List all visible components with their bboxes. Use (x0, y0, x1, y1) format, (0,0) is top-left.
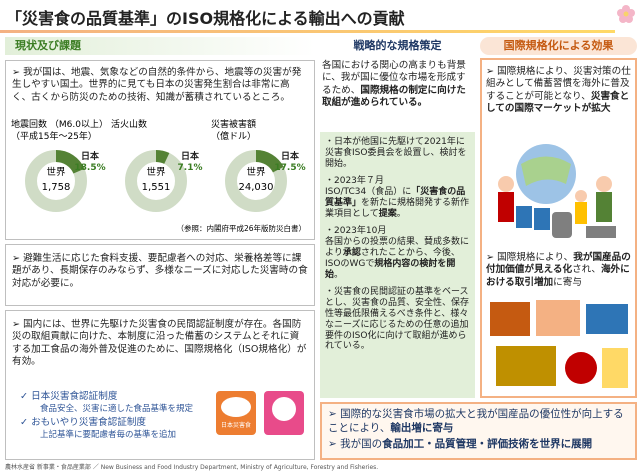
panel: ➢ 国際規格により、災害対策の仕組みとして備蓄習慣を海外に普及することが可能とな… (480, 58, 637, 398)
panel: ➢ 我が国は、地震、気象などの自然的条件から、地震等の災害が発生しやすい国土。世… (5, 60, 315, 240)
donut-center-value: 1,551 (142, 182, 171, 193)
section-heading: 国際規格化による効果 (480, 37, 637, 55)
text-run: ・災害食の民間認証の基準をベースとし、災害食の品質、安全性、保存性等最低限備える… (325, 286, 470, 352)
panel: ・日本が他国に先駆けて2021年に災害食ISO委員会を設置し、検討を開始。 ・20… (320, 132, 475, 398)
donut-ring (125, 150, 187, 212)
text-run: ・2023年10月 各国からの投票の結果、賛成多数により (325, 225, 470, 258)
text-run: ・2023年７月 ISO/TC34（食品）に (325, 175, 412, 197)
text-run: ・日本が他国に先駆けて2021年に災害食ISO委員会を設置し、検討を開始。 (325, 137, 467, 169)
emphasis: 国際規格の制定に向けた取組が進められている。 (322, 84, 466, 109)
donut-title: 地震回数 （M6.0以上） (11, 119, 108, 130)
share-value: 18.5% (74, 163, 105, 173)
share-label: 日本 (81, 150, 100, 162)
paragraph: ✓ 日本災害食認証制度 (20, 391, 118, 402)
paragraph: ➢ 国際規格により、災害対策の仕組みとして備蓄習慣を海外に普及することが可能とな… (486, 66, 633, 116)
text-run: され、 (572, 264, 601, 276)
donut-center-value: 1,758 (42, 182, 71, 193)
list-item: ・2023年10月 各国からの投票の結果、賛成多数により承認されたことから、今後… (325, 226, 470, 281)
share-label: 日本 (181, 150, 200, 162)
share-label: 日本 (281, 150, 300, 162)
paragraph: ➢ 避難生活に応じた食料支援、要配慮者への対応、栄養格差等に課題があり、長期保存… (12, 253, 308, 289)
donut-center-value: 24,030 (239, 182, 274, 193)
text-run: されたことから、今後、ISOのWGで (325, 247, 460, 269)
illustration (498, 144, 616, 238)
donut-center-label: 世界 (146, 166, 166, 178)
paragraph: 各国における関心の高まりも背景に、我が国に優位な市場を形成するため、国際規格の制… (322, 60, 474, 110)
emphasis: 海外における取引増加 (486, 264, 630, 288)
logo-mark (221, 397, 251, 417)
section-heading: 戦略的な規格策定 (353, 39, 442, 52)
title-rule (0, 30, 615, 33)
paragraph: ➢ 国内には、世界に先駆けた災害食の民間認証制度が存在。各国防災の取組貢献に向け… (12, 319, 307, 368)
logo (264, 391, 304, 435)
emphasis: 輸出増に寄与 (390, 421, 454, 434)
donut-slice (156, 150, 170, 164)
text-run: ➢ 国際規格により、 (486, 252, 574, 263)
panel: ➢ 国際的な災害食市場の拡大と我が国産品の優位性が向上することにより、輸出増に寄… (320, 402, 637, 460)
paragraph: 食品安全、災害に適した食品基準を規定 (40, 404, 194, 414)
paragraph: 上記基準に要配慮者毎の基準を追加 (40, 430, 177, 440)
share-value: 7.1% (178, 163, 203, 173)
paragraph: ➢ 国際規格により、我が国産品の付加価値が見える化され、海外における取引増加に寄… (486, 252, 633, 289)
logo-mark (272, 397, 296, 421)
text-run: ➢ 我が国の (328, 438, 383, 451)
illustration (490, 300, 628, 388)
emphasis: 我が国産品の付加価値が見える化 (486, 252, 631, 276)
summary-item: ➢ 国際的な災害食市場の拡大と我が国産品の優位性が向上することにより、輸出増に寄… (328, 408, 629, 435)
source-note: （参照：内閣府平成26年版防災白書） (176, 223, 306, 233)
donut-center-label: 世界 (46, 166, 66, 178)
section-heading: 現状及び課題 (5, 37, 315, 55)
panel: ➢ 避難生活に応じた食料支援、要配慮者への対応、栄養格差等に課題があり、長期保存… (5, 244, 315, 306)
panel: ➢ 国内には、世界に先駆けた災害食の民間認証制度が存在。各国防災の取組貢献に向け… (5, 310, 315, 460)
emphasis: 規格内容の検討を開始 (325, 258, 456, 280)
donut-slice (256, 150, 284, 173)
paragraph: ➢ 我が国は、地震、気象などの自然的条件から、地震等の災害が発生しやすい国土。世… (12, 67, 302, 103)
donut-title: 災害被害額 (211, 119, 256, 130)
summary-item: ➢ 我が国の食品加工・品質管理・評価技術を世界に展開 (328, 438, 629, 452)
logo-text: 日本災害食 (220, 422, 251, 429)
text-run: 。 (334, 269, 344, 280)
logo: 日本災害食 (216, 391, 256, 435)
flower-icon (617, 5, 635, 23)
donut-title: 活火山数 (111, 119, 147, 130)
donut-subtitle: （億ドル） (211, 130, 256, 142)
donut-center-label: 世界 (246, 166, 266, 178)
emphasis: 食品加工・品質管理・評価技術を世界に展開 (382, 438, 593, 451)
donut-subtitle: （平成15年～25年） (11, 130, 97, 142)
footer: 農林水産省 新事業・食品産業部 ／ New Business and Food … (5, 464, 379, 471)
text-run: 各国における関心の高まりも背景に、我が国に優位な市場を形成するため、 (322, 60, 466, 96)
emphasis: 承認 (342, 247, 361, 258)
text-run: ➢ 国際規格により、災害対策の仕組みとして備蓄習慣を海外に普及することが可能とな… (486, 66, 631, 102)
text-run: を新たに規格開発する新作業項目として (325, 197, 470, 219)
title: 「災害食の品質基準」のISO規格化による輸出への貢献 (6, 9, 405, 28)
share-value: 17.5% (274, 163, 305, 173)
text-run: に寄与 (553, 276, 582, 288)
donut-slice (56, 150, 85, 174)
donut-charts: 地震回数 （M6.0以上）（平成15年～25年）世界1,758日本18.5%活火… (11, 119, 306, 233)
emphasis: 災害食としての国際マーケットが拡大 (486, 90, 630, 115)
paragraph: ✓ おもいやり災害食認証制度 (20, 417, 147, 428)
emphasis: 「災害食の品質基準」 (325, 186, 466, 208)
emphasis: 提案 (378, 208, 397, 219)
list-item: ・2023年７月 ISO/TC34（食品）に「災害食の品質基準」を新たに規格開発… (325, 176, 470, 220)
list-item: ・災害食の民間認証の基準をベースとし、災害食の品質、安全性、保存性等最低限備える… (325, 287, 470, 353)
list-item: ・日本が他国に先駆けて2021年に災害食ISO委員会を設置し、検討を開始。 (325, 137, 470, 170)
text-run: 。 (396, 208, 406, 219)
text-run: ➢ 国際的な災害食市場の拡大と我が国産品の優位性が向上することにより、 (328, 408, 624, 434)
